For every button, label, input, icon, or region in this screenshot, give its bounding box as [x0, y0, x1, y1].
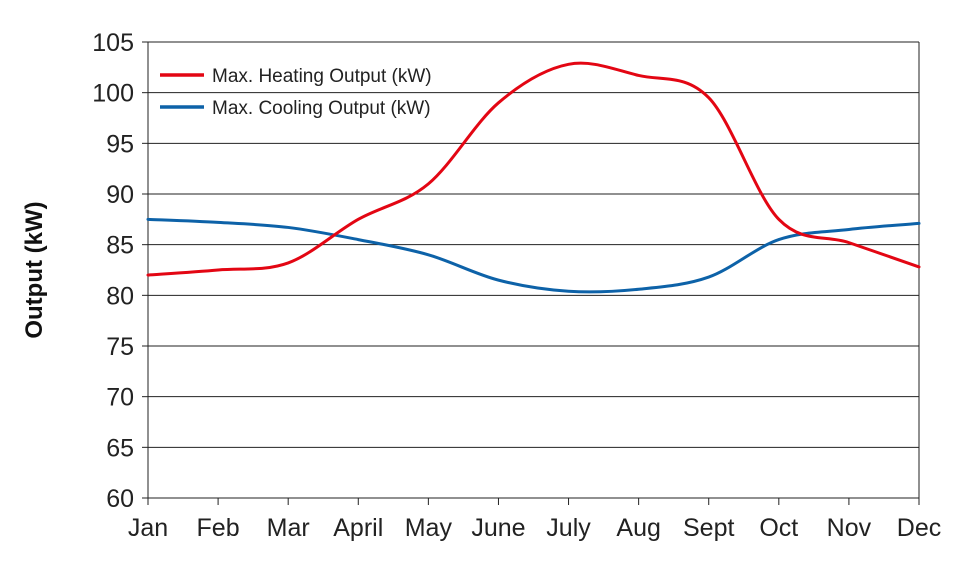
y-axis-title: Output (kW) — [21, 201, 48, 339]
x-tick-label: Sept — [683, 514, 734, 542]
legend-label-1: Max. Cooling Output (kW) — [212, 98, 431, 119]
grid-lines — [148, 41, 919, 499]
x-tick-label: Jan — [128, 514, 168, 542]
y-tick-label: 100 — [92, 80, 134, 108]
x-tick-label: July — [546, 514, 591, 542]
x-tick-label: May — [405, 514, 453, 542]
y-tick-label: 60 — [106, 485, 134, 513]
y-tick-label: 80 — [106, 282, 134, 310]
y-tick-label: 85 — [106, 232, 134, 260]
legend-label-0: Max. Heating Output (kW) — [212, 66, 432, 87]
axes: 60 65 70 75 80 85 90 95 100 105 Jan Feb Mar April May J… — [92, 29, 941, 542]
series-line-0 — [146, 61, 921, 277]
x-tick-label: June — [471, 514, 525, 542]
y-axis-title-box: Output (kW) — [5, 120, 65, 420]
y-tick-label: 95 — [106, 130, 134, 158]
y-tick-label: 70 — [106, 384, 134, 412]
x-tick-label: Nov — [827, 514, 872, 542]
x-tick-label: Dec — [897, 514, 941, 542]
y-tick-label: 105 — [92, 29, 134, 57]
legend-bg-0 — [160, 62, 465, 90]
x-tick-label: Oct — [759, 514, 798, 542]
legend-bg-1 — [160, 94, 465, 122]
x-tick-label: Mar — [267, 514, 310, 542]
series-lines — [146, 61, 921, 294]
series-line-1 — [146, 217, 921, 294]
x-tick-label: April — [333, 514, 383, 542]
legend: Max. Heating Output (kW) Max. Cooling Out… — [160, 62, 465, 122]
y-tick-label: 90 — [106, 181, 134, 209]
y-tick-label: 75 — [106, 333, 134, 361]
x-tick-label: Feb — [197, 514, 240, 542]
x-tick-label: Aug — [616, 514, 660, 542]
y-tick-label: 65 — [106, 434, 134, 462]
